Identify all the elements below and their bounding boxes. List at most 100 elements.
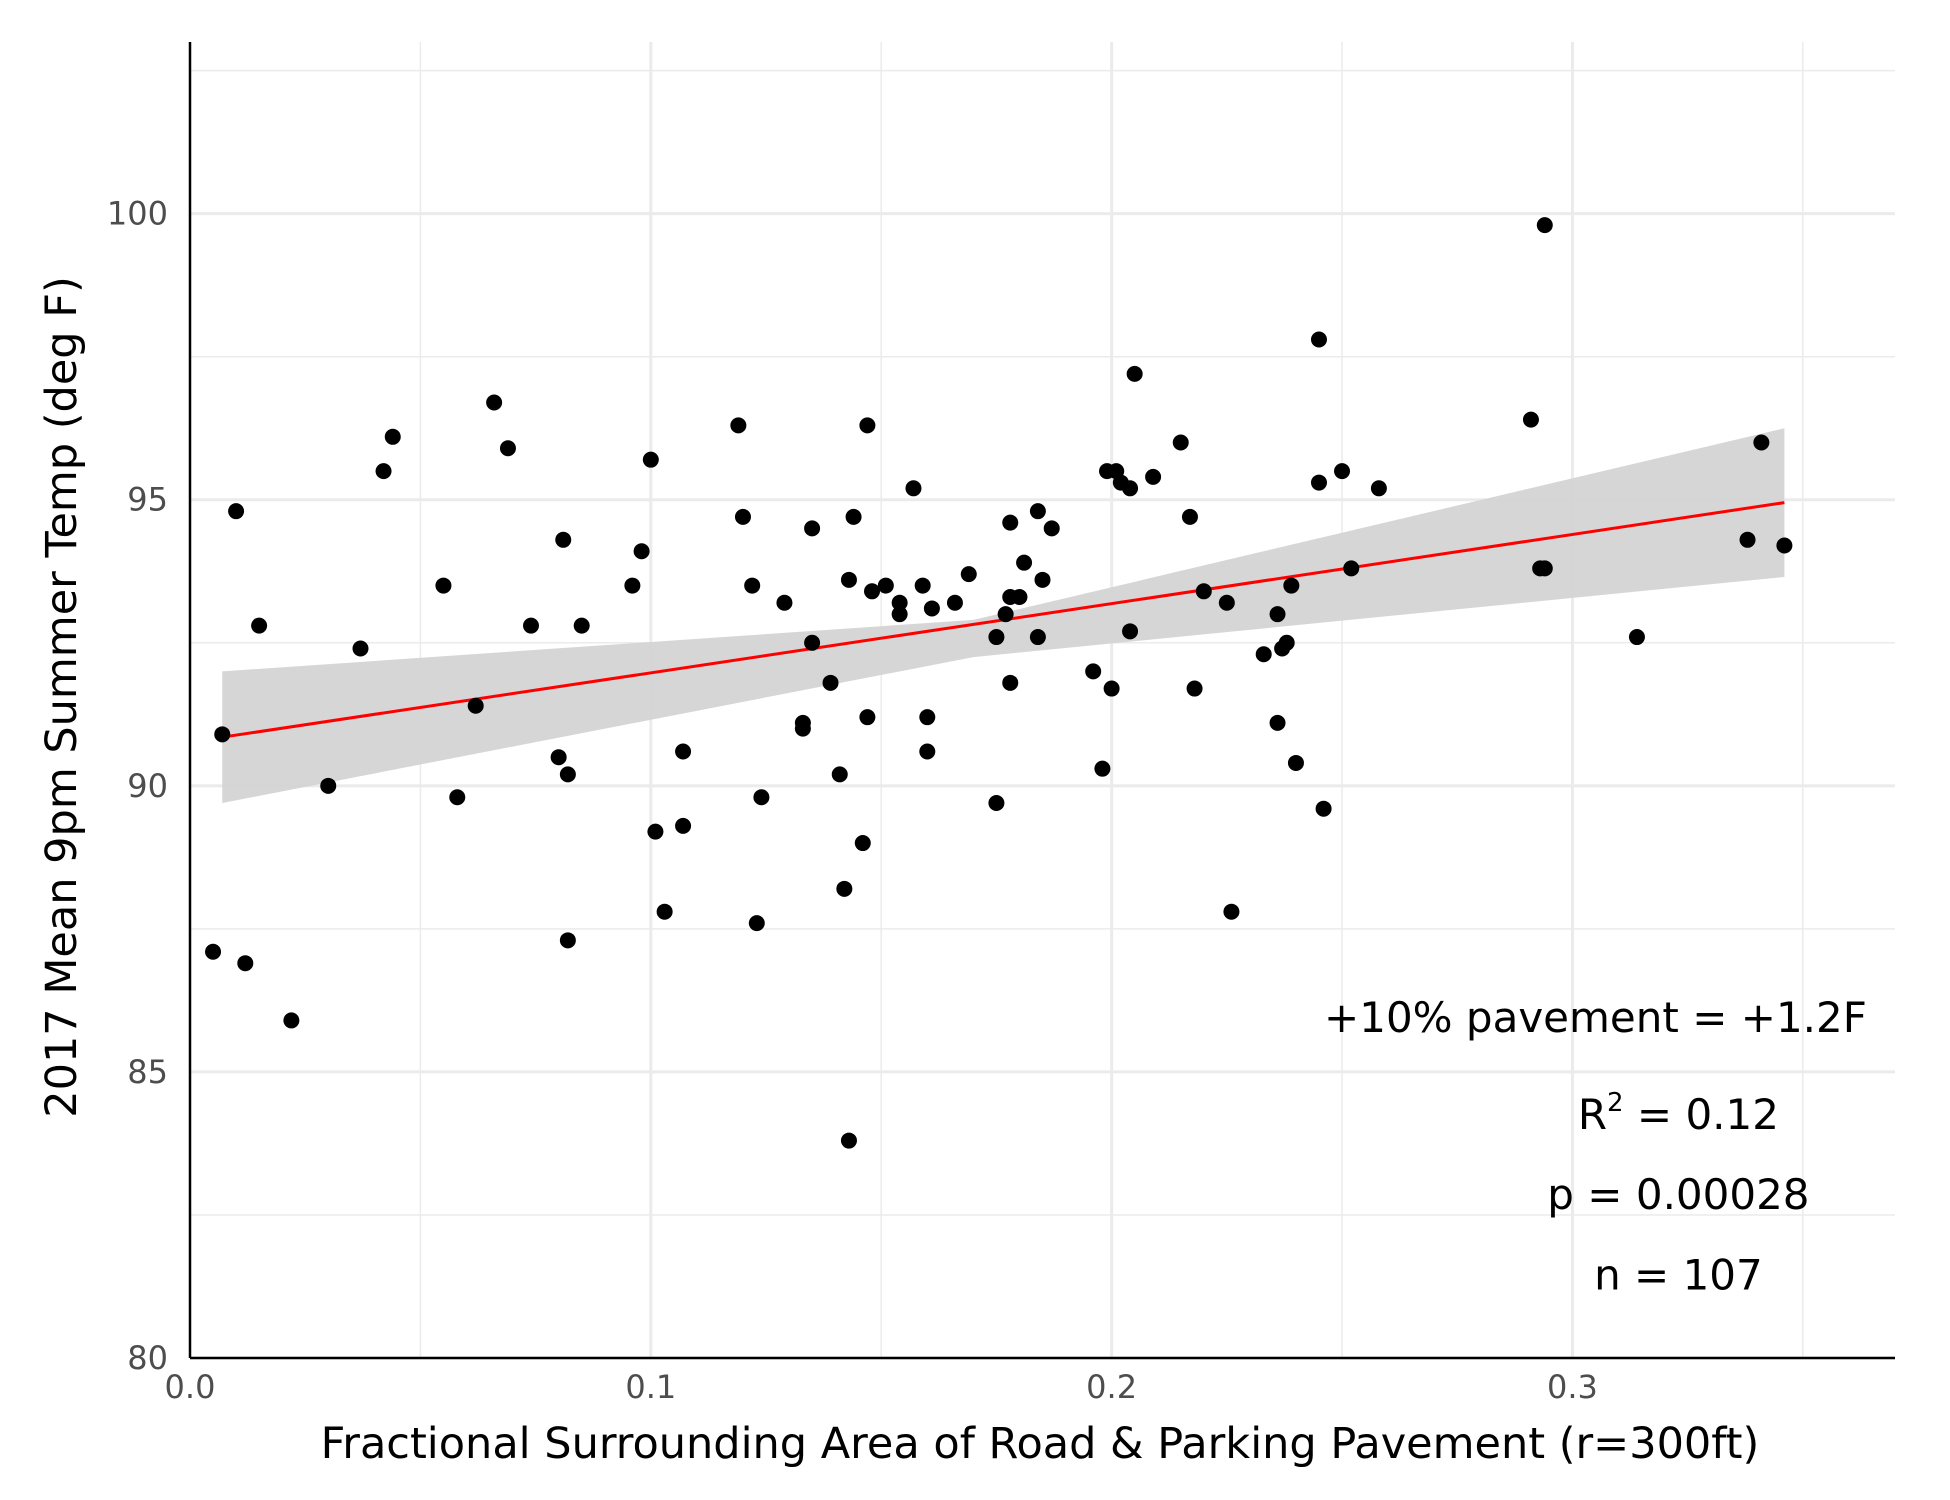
data-point — [283, 1012, 300, 1029]
sample-size-annotation: n = 107 — [1594, 1250, 1763, 1299]
data-point — [1278, 634, 1295, 651]
data-point — [1016, 554, 1033, 571]
data-point — [523, 617, 539, 634]
data-point — [744, 577, 761, 594]
data-point — [840, 1132, 857, 1149]
y-tick-label: 90 — [127, 767, 168, 805]
data-point — [559, 932, 576, 949]
data-point — [822, 674, 839, 691]
data-point — [1094, 760, 1111, 777]
data-point — [1218, 594, 1235, 611]
data-point — [1522, 411, 1539, 428]
data-point — [748, 915, 765, 932]
data-point — [499, 440, 516, 457]
data-point — [1310, 474, 1327, 491]
data-point — [559, 766, 576, 783]
data-point — [251, 617, 268, 634]
data-point — [1536, 560, 1553, 577]
data-point — [914, 577, 931, 594]
data-point — [794, 720, 811, 737]
data-point — [960, 566, 977, 583]
data-point — [320, 777, 337, 794]
data-point — [1126, 365, 1143, 382]
data-point — [1310, 331, 1327, 348]
data-point — [1753, 434, 1770, 451]
data-point — [573, 617, 590, 634]
r-squared-value: = 0.12 — [1624, 1090, 1779, 1139]
data-point — [1269, 714, 1286, 731]
data-point — [675, 743, 692, 760]
data-point — [1334, 463, 1351, 480]
data-point — [486, 394, 503, 411]
axes — [188, 42, 1895, 1360]
data-point — [375, 463, 392, 480]
data-point — [228, 503, 245, 520]
data-point — [988, 629, 1005, 646]
data-point — [864, 583, 880, 600]
data-point — [734, 508, 751, 525]
data-point — [555, 531, 572, 548]
r-squared-superscript: 2 — [1607, 1088, 1624, 1118]
data-point — [1103, 680, 1120, 697]
data-point — [923, 600, 940, 617]
data-point — [1011, 589, 1028, 606]
data-point — [1536, 217, 1553, 234]
y-tick-labels: 80 85 90 95 100 — [107, 195, 168, 1377]
y-tick-label: 100 — [107, 195, 168, 233]
x-tick-label: 0.3 — [1547, 1368, 1598, 1406]
data-point — [1043, 520, 1060, 537]
data-point — [1085, 663, 1102, 680]
data-point — [1287, 754, 1304, 771]
x-axis-title: Fractional Surrounding Area of Road & Pa… — [321, 1419, 1760, 1469]
data-point — [352, 640, 369, 657]
y-tick-label: 80 — [127, 1339, 168, 1377]
x-tick-label: 0.1 — [625, 1368, 676, 1406]
data-point — [877, 577, 894, 594]
data-point — [1145, 468, 1162, 485]
data-point — [550, 749, 567, 766]
data-point — [854, 835, 871, 852]
data-point — [1029, 503, 1046, 520]
data-point — [633, 543, 650, 560]
x-tick-labels: 0.0 0.1 0.2 0.3 — [165, 1368, 1598, 1406]
x-tick-label: 0.2 — [1086, 1368, 1137, 1406]
data-point — [1002, 674, 1019, 691]
data-point — [1034, 571, 1051, 588]
data-point — [1223, 903, 1240, 920]
data-point — [804, 634, 821, 651]
data-point — [946, 594, 963, 611]
data-point — [237, 955, 254, 972]
data-point — [435, 577, 452, 594]
data-point — [1628, 629, 1645, 646]
data-point — [1122, 480, 1139, 497]
data-point — [624, 577, 641, 594]
data-point — [859, 709, 876, 726]
data-point — [647, 823, 664, 840]
data-point — [891, 606, 908, 623]
data-point — [919, 709, 936, 726]
data-point — [1002, 514, 1019, 531]
r-squared-annotation: R2 = 0.12 — [1578, 1088, 1779, 1139]
data-point — [1739, 531, 1756, 548]
data-point — [919, 743, 936, 760]
data-point — [753, 789, 770, 806]
data-point — [776, 594, 793, 611]
data-point — [642, 451, 659, 468]
data-point — [1172, 434, 1189, 451]
data-point — [1283, 577, 1300, 594]
data-point — [730, 417, 747, 434]
data-point — [1255, 646, 1272, 663]
data-point — [845, 508, 862, 525]
data-point — [1370, 480, 1387, 497]
data-point — [467, 697, 484, 714]
data-point — [859, 417, 876, 434]
data-point — [214, 726, 231, 743]
data-point — [1195, 583, 1212, 600]
y-axis-title: 2017 Mean 9pm Summer Temp (deg F) — [37, 276, 87, 1118]
data-points — [205, 217, 1793, 1149]
data-point — [1186, 680, 1203, 697]
data-point — [840, 571, 857, 588]
x-tick-label: 0.0 — [165, 1368, 216, 1406]
data-point — [449, 789, 466, 806]
